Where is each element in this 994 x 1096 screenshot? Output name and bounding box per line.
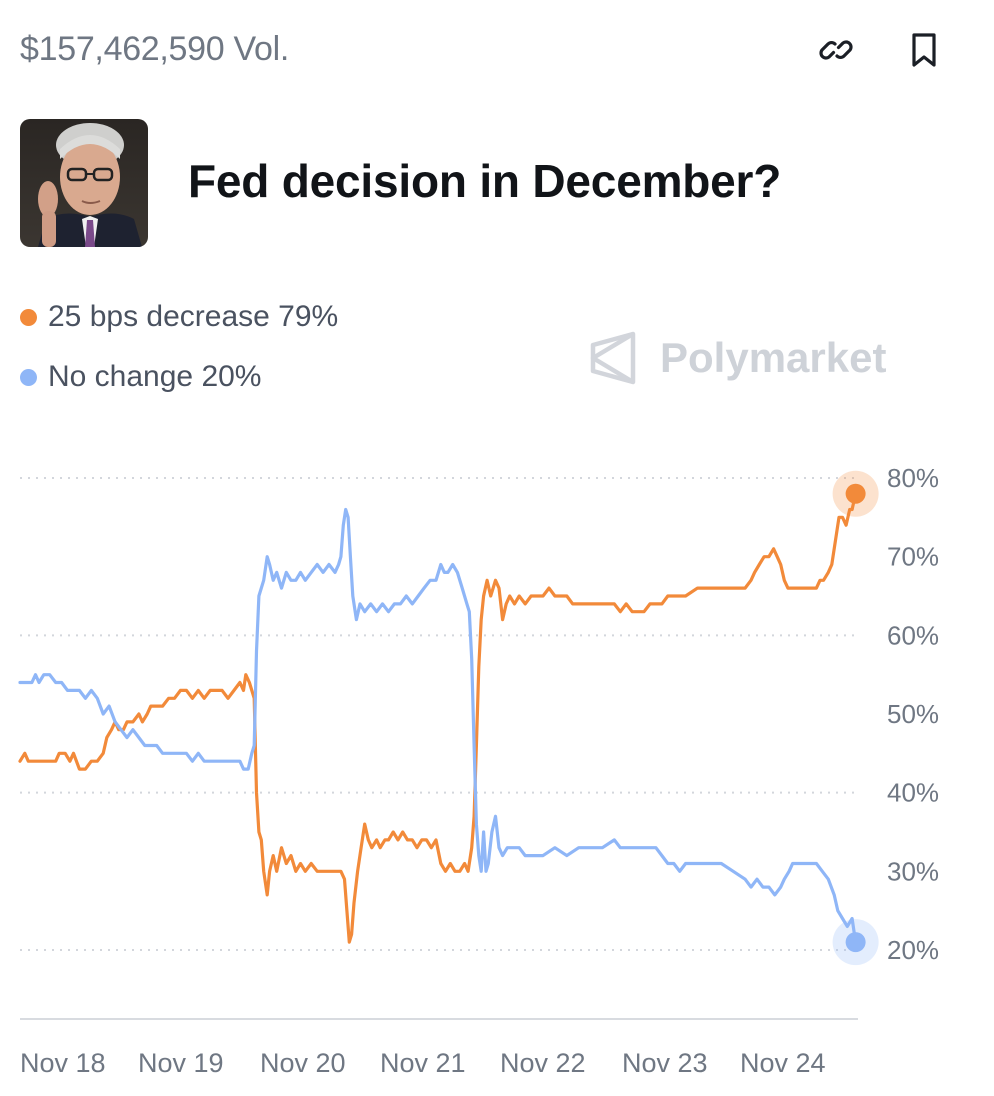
link-icon-glyph [819,40,853,60]
y-tick-label: 50% [887,699,939,729]
x-tick-label: Nov 21 [380,1048,466,1078]
y-tick-label: 40% [887,778,939,808]
bookmark-icon-glyph [912,33,936,67]
x-tick-label: Nov 22 [500,1048,586,1078]
x-tick-label: Nov 23 [622,1048,708,1078]
y-tick-label: 70% [887,542,939,572]
y-tick-label: 20% [887,935,939,965]
legend-dot-orange [20,308,37,326]
volume-label: $157,462,590 Vol. [20,30,290,68]
y-tick-label: 60% [887,620,939,650]
polymarket-logo-icon [590,331,636,385]
legend-dot-blue [20,368,37,386]
market-image [20,119,148,247]
x-tick-label: Nov 18 [20,1048,106,1078]
x-tick-label: Nov 24 [740,1048,826,1078]
x-tick-label: Nov 20 [260,1048,346,1078]
market-title: Fed decision in December? [188,155,782,207]
end-marker-no-change [845,932,866,953]
polymarket-watermark: Polymarket [588,328,886,388]
series-line-25bps-decrease [18,492,858,944]
end-marker-25bps [845,483,866,504]
x-tick-label: Nov 19 [138,1048,224,1078]
legend-item-no-change: No change 20% [20,360,262,394]
watermark-text: Polymarket [660,334,887,381]
series-line-no-change [18,507,858,944]
link-icon[interactable] [814,28,858,72]
y-tick-label: 30% [887,856,939,886]
bookmark-icon[interactable] [902,28,946,72]
legend-item-25bps: 25 bps decrease 79% [20,300,338,334]
legend-label: No change 20% [48,360,262,393]
y-tick-label: 80% [887,463,939,493]
legend-label: 25 bps decrease 79% [48,300,339,333]
fed-chair-portrait [20,119,148,247]
